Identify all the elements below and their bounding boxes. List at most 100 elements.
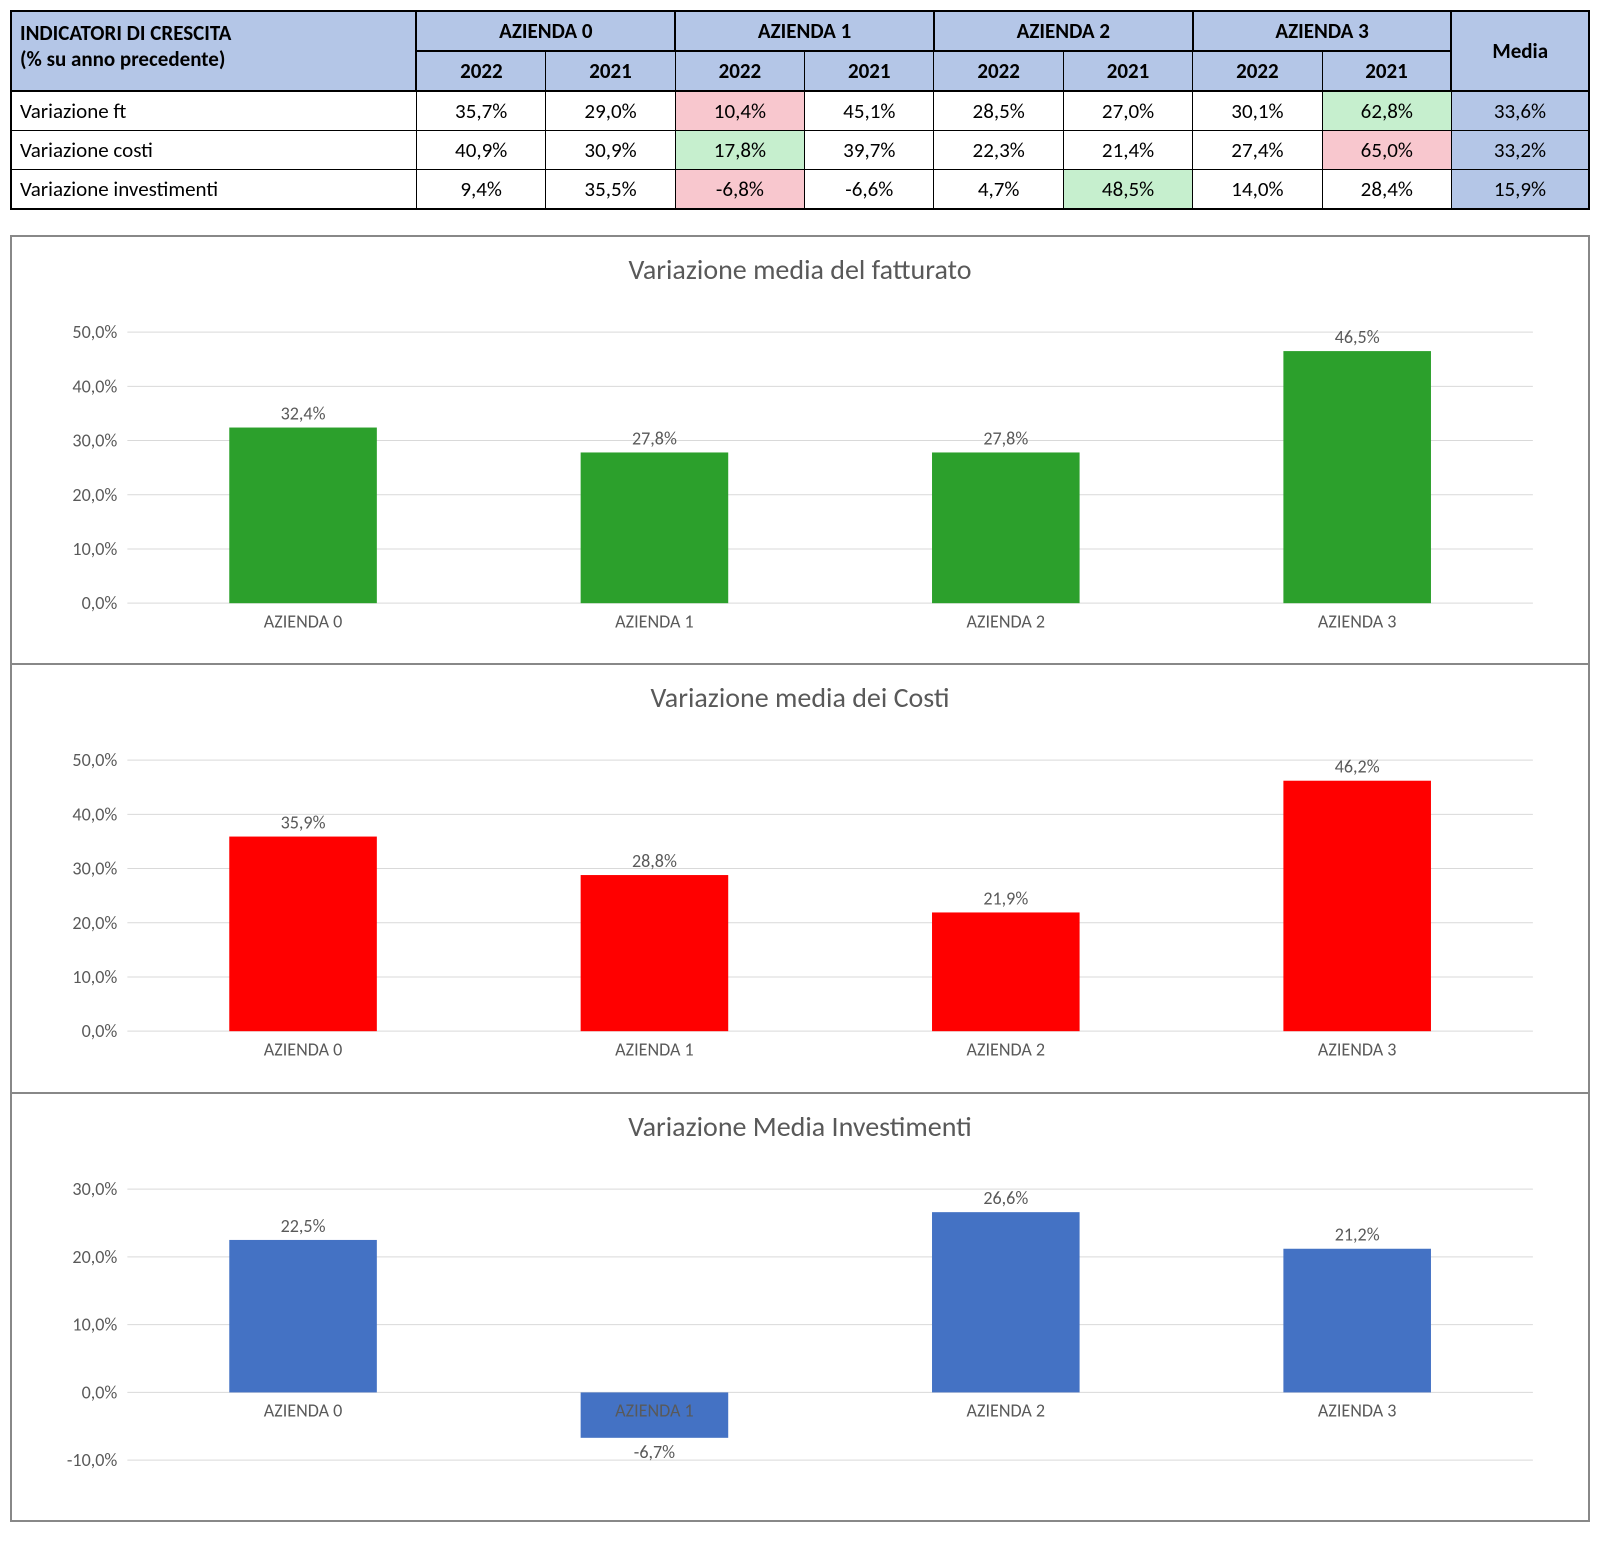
data-cell: 27,4% <box>1193 131 1322 170</box>
data-cell: 21,4% <box>1063 131 1192 170</box>
table-header: INDICATORI DI CRESCITA (% su anno preced… <box>11 11 1589 91</box>
svg-text:27,8%: 27,8% <box>983 427 1028 449</box>
svg-text:AZIENDA 3: AZIENDA 3 <box>1318 1039 1396 1061</box>
svg-text:30,0%: 30,0% <box>72 1178 117 1200</box>
svg-text:28,8%: 28,8% <box>632 850 677 872</box>
chart-bar <box>581 452 729 603</box>
year-header: 2022 <box>934 51 1063 91</box>
chart-title: Variazione media dei Costi <box>37 680 1563 715</box>
svg-text:50,0%: 50,0% <box>72 750 117 772</box>
svg-text:AZIENDA 2: AZIENDA 2 <box>967 1039 1045 1061</box>
data-cell: 29,0% <box>546 91 675 131</box>
growth-indicators-table: INDICATORI DI CRESCITA (% su anno preced… <box>10 10 1590 210</box>
data-cell: 14,0% <box>1193 170 1322 210</box>
chart-bar <box>229 1240 377 1392</box>
data-cell: 28,4% <box>1322 170 1451 210</box>
data-cell: 35,5% <box>546 170 675 210</box>
svg-text:40,0%: 40,0% <box>72 375 117 397</box>
chart-svg: 0,0%10,0%20,0%30,0%40,0%50,0%35,9%AZIEND… <box>37 730 1563 1081</box>
data-cell: -6,8% <box>675 170 804 210</box>
table-title-line1: INDICATORI DI CRESCITA <box>20 20 231 46</box>
media-cell: 33,6% <box>1451 91 1589 131</box>
data-cell: 27,0% <box>1063 91 1192 131</box>
chart-bar <box>932 1212 1080 1392</box>
svg-text:21,2%: 21,2% <box>1335 1223 1380 1245</box>
chart-bar <box>229 837 377 1032</box>
company-header-2: AZIENDA 2 <box>934 11 1193 51</box>
svg-text:20,0%: 20,0% <box>72 484 117 506</box>
data-cell: 4,7% <box>934 170 1063 210</box>
chart-bar <box>1283 1249 1431 1393</box>
data-cell: 62,8% <box>1322 91 1451 131</box>
svg-text:AZIENDA 2: AZIENDA 2 <box>967 610 1045 632</box>
chart-panel: Variazione Media Investimenti-10,0%0,0%1… <box>11 1093 1589 1521</box>
chart-title: Variazione Media Investimenti <box>37 1109 1563 1144</box>
svg-text:46,2%: 46,2% <box>1335 756 1380 778</box>
svg-text:20,0%: 20,0% <box>72 1246 117 1268</box>
row-label: Variazione costi <box>11 131 416 170</box>
table-body: Variazione ft35,7%29,0%10,4%45,1%28,5%27… <box>11 91 1589 209</box>
data-cell: 10,4% <box>675 91 804 131</box>
media-cell: 15,9% <box>1451 170 1589 210</box>
year-header: 2021 <box>1063 51 1192 91</box>
svg-text:30,0%: 30,0% <box>72 858 117 880</box>
svg-text:AZIENDA 0: AZIENDA 0 <box>264 610 342 632</box>
table-row: Variazione investimenti9,4%35,5%-6,8%-6,… <box>11 170 1589 210</box>
row-label: Variazione ft <box>11 91 416 131</box>
company-header-3: AZIENDA 3 <box>1193 11 1452 51</box>
svg-text:46,5%: 46,5% <box>1335 326 1380 348</box>
svg-text:35,9%: 35,9% <box>281 812 326 834</box>
year-header: 2022 <box>416 51 545 91</box>
data-cell: 39,7% <box>805 131 934 170</box>
table-row: Variazione costi40,9%30,9%17,8%39,7%22,3… <box>11 131 1589 170</box>
data-cell: -6,6% <box>805 170 934 210</box>
chart-panel: Variazione media del fatturato0,0%10,0%2… <box>11 236 1589 664</box>
svg-text:AZIENDA 0: AZIENDA 0 <box>264 1039 342 1061</box>
data-cell: 28,5% <box>934 91 1063 131</box>
svg-text:40,0%: 40,0% <box>72 804 117 826</box>
svg-text:10,0%: 10,0% <box>72 538 117 560</box>
svg-text:22,5%: 22,5% <box>281 1215 326 1237</box>
svg-text:50,0%: 50,0% <box>72 321 117 343</box>
svg-text:10,0%: 10,0% <box>72 1313 117 1335</box>
data-cell: 30,1% <box>1193 91 1322 131</box>
charts-container: Variazione media del fatturato0,0%10,0%2… <box>10 235 1590 1522</box>
table-title-line2: (% su anno precedente) <box>20 46 225 72</box>
data-cell: 65,0% <box>1322 131 1451 170</box>
chart-svg: -10,0%0,0%10,0%20,0%30,0%22,5%AZIENDA 0-… <box>37 1159 1563 1510</box>
chart-bar <box>932 913 1080 1032</box>
data-cell: 17,8% <box>675 131 804 170</box>
svg-text:-6,7%: -6,7% <box>634 1441 675 1463</box>
svg-text:AZIENDA 1: AZIENDA 1 <box>615 1399 693 1421</box>
svg-text:26,6%: 26,6% <box>983 1187 1028 1209</box>
svg-text:30,0%: 30,0% <box>72 430 117 452</box>
svg-text:20,0%: 20,0% <box>72 912 117 934</box>
svg-text:AZIENDA 0: AZIENDA 0 <box>264 1399 342 1421</box>
data-cell: 22,3% <box>934 131 1063 170</box>
chart-bar <box>932 452 1080 603</box>
data-cell: 9,4% <box>416 170 545 210</box>
chart-svg: 0,0%10,0%20,0%30,0%40,0%50,0%32,4%AZIEND… <box>37 302 1563 653</box>
chart-panel: Variazione media dei Costi0,0%10,0%20,0%… <box>11 664 1589 1092</box>
media-cell: 33,2% <box>1451 131 1589 170</box>
table-title-cell: INDICATORI DI CRESCITA (% su anno preced… <box>11 11 416 91</box>
svg-text:AZIENDA 3: AZIENDA 3 <box>1318 610 1396 632</box>
row-label: Variazione investimenti <box>11 170 416 210</box>
data-cell: 35,7% <box>416 91 545 131</box>
svg-text:AZIENDA 1: AZIENDA 1 <box>615 610 693 632</box>
svg-text:0,0%: 0,0% <box>82 1381 118 1403</box>
year-header: 2022 <box>675 51 804 91</box>
year-header: 2021 <box>1322 51 1451 91</box>
company-header-0: AZIENDA 0 <box>416 11 675 51</box>
chart-bar <box>1283 781 1431 1031</box>
data-cell: 48,5% <box>1063 170 1192 210</box>
chart-bar <box>229 428 377 604</box>
year-header: 2021 <box>546 51 675 91</box>
company-header-1: AZIENDA 1 <box>675 11 934 51</box>
svg-text:10,0%: 10,0% <box>72 966 117 988</box>
svg-text:AZIENDA 1: AZIENDA 1 <box>615 1039 693 1061</box>
svg-text:21,9%: 21,9% <box>983 888 1028 910</box>
chart-bar <box>1283 351 1431 603</box>
svg-text:0,0%: 0,0% <box>82 592 118 614</box>
media-header: Media <box>1451 11 1589 91</box>
